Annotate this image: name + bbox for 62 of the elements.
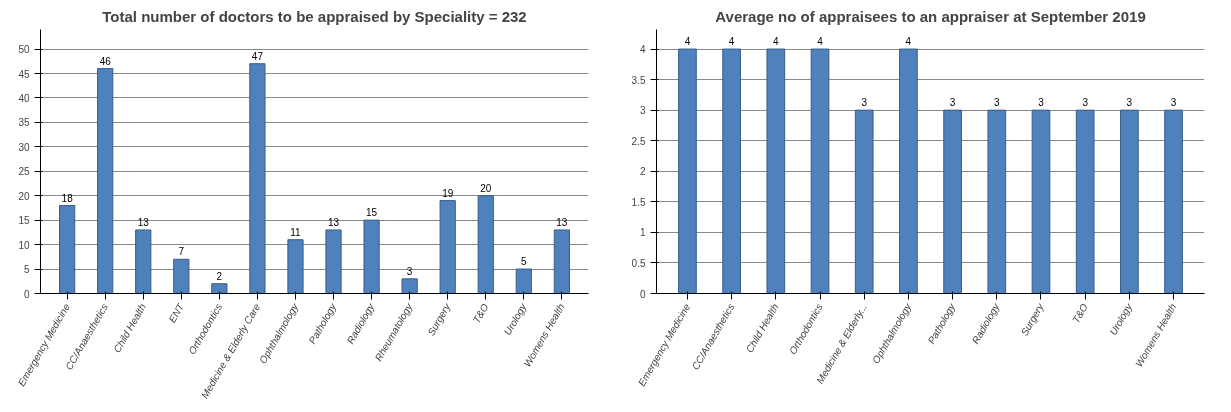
y-tick-label: 1.5 bbox=[631, 196, 646, 208]
data-label: 20 bbox=[480, 182, 492, 194]
data-label: 4 bbox=[773, 36, 780, 48]
bar bbox=[135, 229, 152, 294]
bar bbox=[325, 229, 342, 294]
bar bbox=[401, 278, 418, 294]
data-label: 3 bbox=[994, 97, 1001, 109]
y-tick-label: 1 bbox=[639, 227, 646, 239]
data-label: 15 bbox=[366, 207, 378, 219]
data-label: 3 bbox=[1170, 97, 1177, 109]
y-tick-label: 3 bbox=[639, 105, 646, 117]
bar bbox=[515, 268, 532, 294]
data-label: 47 bbox=[251, 50, 264, 62]
data-label: 3 bbox=[406, 265, 413, 277]
data-label: 46 bbox=[99, 55, 112, 67]
y-tick-label: 2 bbox=[639, 166, 646, 178]
y-tick-label: 10 bbox=[18, 239, 30, 251]
y-tick-label: 45 bbox=[18, 68, 30, 80]
data-label: 3 bbox=[949, 97, 956, 109]
data-label: 18 bbox=[61, 192, 74, 204]
y-tick-label: 50 bbox=[18, 44, 30, 56]
bar bbox=[59, 205, 76, 294]
data-label: 4 bbox=[905, 36, 912, 48]
data-label: 13 bbox=[327, 216, 340, 228]
data-label: 5 bbox=[521, 256, 528, 268]
bar bbox=[439, 200, 456, 294]
bar bbox=[97, 68, 114, 294]
data-label: 2 bbox=[216, 270, 223, 282]
bar bbox=[211, 283, 228, 294]
y-tick-label: 0 bbox=[639, 288, 646, 300]
bar bbox=[249, 63, 266, 294]
bar bbox=[287, 239, 304, 294]
y-tick-label: 5 bbox=[23, 264, 30, 276]
y-tick-label: 30 bbox=[18, 141, 30, 153]
data-label: 19 bbox=[442, 187, 454, 199]
y-tick-label: 25 bbox=[18, 166, 30, 178]
bar bbox=[477, 195, 494, 294]
data-label: 4 bbox=[817, 36, 824, 48]
data-label: 7 bbox=[178, 246, 185, 258]
data-label: 3 bbox=[1082, 97, 1089, 109]
y-tick-label: 40 bbox=[18, 92, 30, 104]
bar bbox=[363, 219, 380, 294]
y-tick-label: 20 bbox=[18, 190, 30, 202]
bar bbox=[173, 258, 190, 294]
y-tick-label: 0.5 bbox=[631, 257, 646, 269]
y-tick-label: 15 bbox=[18, 215, 30, 227]
data-label: 3 bbox=[1038, 97, 1045, 109]
data-label: 4 bbox=[728, 36, 735, 48]
chart-title: Average no of appraisees to an appraiser at September 2019 bbox=[715, 7, 1146, 25]
data-label: 11 bbox=[290, 226, 302, 238]
chart-title: Total number of doctors to be appraised by Speciality = 232 bbox=[102, 7, 527, 25]
data-label: 13 bbox=[556, 216, 568, 228]
data-label: 3 bbox=[1126, 97, 1133, 109]
y-tick-label: 4 bbox=[639, 44, 646, 56]
data-label: 4 bbox=[684, 36, 691, 48]
y-tick-label: 2.5 bbox=[631, 135, 646, 147]
y-tick-label: 0 bbox=[23, 288, 30, 300]
y-tick-label: 35 bbox=[18, 117, 30, 129]
y-tick-label: 3.5 bbox=[631, 74, 646, 86]
bar bbox=[553, 229, 570, 294]
data-label: 13 bbox=[137, 216, 150, 228]
data-label: 3 bbox=[861, 97, 868, 109]
